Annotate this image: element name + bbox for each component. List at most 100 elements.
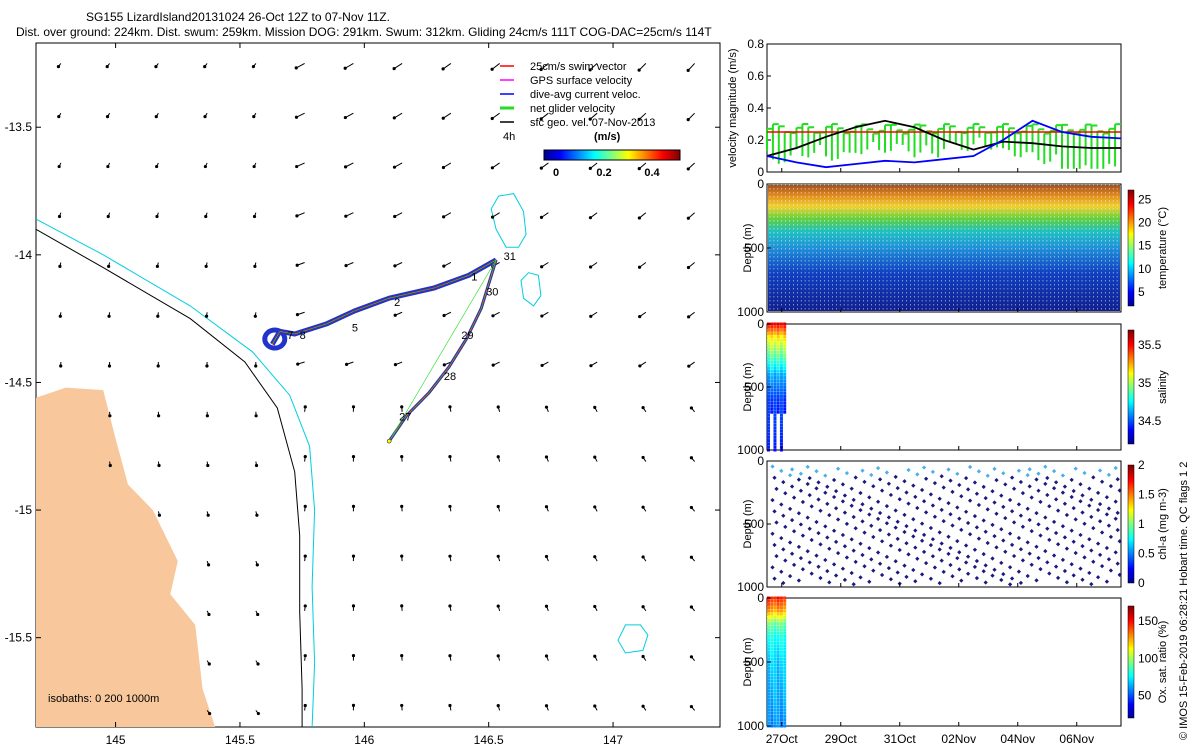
sal-pt-2-500 xyxy=(773,385,777,389)
chl-pt-15-9 xyxy=(902,512,907,518)
sfc-arrowhead-5 xyxy=(294,66,298,70)
chl-pt-35-5 xyxy=(1082,555,1087,560)
sal-pt-4-925 xyxy=(779,439,783,443)
oxy-pt-1-325 xyxy=(770,638,774,642)
sfc-arrowhead-132 xyxy=(544,505,549,509)
chl-pt-37-7 xyxy=(1097,468,1103,473)
oxy-pt-2-325 xyxy=(773,638,777,642)
oxy-pt-3-475 xyxy=(776,657,780,661)
chl-pt-10-2 xyxy=(862,530,867,535)
chl-ctick-2: 1 xyxy=(1138,517,1145,531)
chl-pt-3-5 xyxy=(800,533,806,538)
oxy-pt-4-850 xyxy=(779,705,783,709)
chl-pt-6-2 xyxy=(827,512,832,518)
oxy-pt-2-550 xyxy=(773,666,777,670)
sal-pt-5-350 xyxy=(783,366,787,370)
chl-pt-33-5 xyxy=(1064,546,1070,551)
sfc-arrowhead-53 xyxy=(588,216,593,220)
speed-colorbar xyxy=(543,149,681,161)
chl-pt-10-5 xyxy=(862,564,867,569)
sal-pt-3-125 xyxy=(776,338,780,342)
sal-pt-0-325 xyxy=(766,363,770,367)
oxy-pt-0-225 xyxy=(766,625,770,629)
chl-pt-11-3 xyxy=(867,546,872,551)
chl-pt-29-6 xyxy=(1025,540,1030,545)
sal-pt-2-225 xyxy=(773,350,777,354)
sal-pt-2-150 xyxy=(773,341,777,345)
chl-pt-13-0 xyxy=(884,521,890,526)
chl-pt-36-2 xyxy=(1091,525,1096,531)
sal-pt-0-425 xyxy=(766,376,770,380)
sal-pt-5-25 xyxy=(783,325,787,329)
sfc-arrowhead-50 xyxy=(442,215,446,219)
oxy-pt-3-275 xyxy=(776,631,780,635)
oxy-pt-5-525 xyxy=(783,663,787,667)
chl-pt-0-9 xyxy=(770,565,775,570)
chl-pt-24-1 xyxy=(983,580,988,585)
chl-pt-18-2 xyxy=(932,565,938,570)
chl-pt-5-0 xyxy=(814,486,819,491)
sal-pt-4-200 xyxy=(779,347,783,351)
map-ytick-label-3: -15 xyxy=(15,503,33,517)
chl-pt-10-1 xyxy=(860,519,865,524)
oxy-pt-4-150 xyxy=(779,615,783,619)
chl-pt-17-2 xyxy=(923,561,929,566)
sfc-arrowhead-51 xyxy=(490,215,495,219)
sfc-arrowhead-105 xyxy=(448,405,452,409)
oxy-pt-2-350 xyxy=(773,641,777,645)
chl-pt-16-6 xyxy=(911,483,916,488)
chl-pt-22-7 xyxy=(965,520,971,526)
sfc-arrowhead-0 xyxy=(56,64,61,69)
sal-pt-0-750 xyxy=(766,417,770,420)
velocity-ytick-label-2: 0.4 xyxy=(747,101,764,115)
chl-pt-29-10 xyxy=(1027,467,1032,472)
chl-pt-35-4 xyxy=(1080,544,1085,549)
sal-pt-5-575 xyxy=(783,394,787,398)
chl-pt-4-3 xyxy=(805,515,810,520)
sfc-arrowhead-141 xyxy=(448,554,452,558)
sal-ytick-label-0: 0 xyxy=(757,317,764,331)
sal-pt-0-375 xyxy=(766,369,770,373)
oxy-pt-1-675 xyxy=(770,682,774,686)
chl-pt-28-1 xyxy=(1018,479,1024,485)
sfc-arrowhead-4 xyxy=(251,64,256,69)
oxy-pt-2-275 xyxy=(773,631,777,635)
chl-pt-32-5 xyxy=(1055,542,1061,547)
oxy-pt-0-525 xyxy=(766,663,770,667)
chl-pt-7-6 xyxy=(831,562,837,567)
sfc-arrowhead-83 xyxy=(687,315,691,319)
oxy-pt-0-250 xyxy=(766,628,770,632)
chl-pt-16-7 xyxy=(913,494,918,499)
sfc-arrowhead-167 xyxy=(641,654,645,659)
chl-pt-9-0 xyxy=(849,503,854,508)
map-ytick-label-2: -14.5 xyxy=(5,375,33,389)
sal-clabel: salinity xyxy=(1157,370,1169,404)
oxy-pt-1-0 xyxy=(770,596,774,600)
chl-pt-5-10 xyxy=(816,480,821,485)
chl-clabel: chl-a (mg m-3) xyxy=(1157,488,1169,560)
sfc-arrowhead-75 xyxy=(295,313,300,317)
chl-pt-38-1 xyxy=(1106,523,1112,528)
velocity-series-2 xyxy=(766,119,1122,169)
sfc-arrowhead-152 xyxy=(448,604,452,608)
sal-pt-4-875 xyxy=(779,432,783,436)
sfc-arrowhead-162 xyxy=(400,654,404,658)
sal-pt-4-575 xyxy=(779,394,783,398)
chl-pt-4-4 xyxy=(807,526,812,531)
oxy-pt-4-200 xyxy=(779,622,783,626)
oxy-pt-5-500 xyxy=(783,660,787,664)
oxy-pt-1-425 xyxy=(770,650,774,654)
chl-pt-31-5 xyxy=(1047,537,1052,543)
oxy-pt-0-950 xyxy=(766,718,770,722)
sal-pt-2-0 xyxy=(773,322,777,326)
oxy-pt-5-800 xyxy=(783,698,787,702)
sal-pt-5-425 xyxy=(783,376,787,380)
sfc-arrowhead-35 xyxy=(392,165,397,169)
chl-pt-2-6 xyxy=(787,540,793,545)
chl-pt-23-10 xyxy=(974,558,980,564)
chl-pt-36-9 xyxy=(1087,486,1092,491)
chl-pt-24-2 xyxy=(985,473,990,478)
oxy-pt-2-425 xyxy=(773,650,777,654)
sal-pt-4-100 xyxy=(779,335,783,339)
sal-pt-4-175 xyxy=(779,344,783,348)
